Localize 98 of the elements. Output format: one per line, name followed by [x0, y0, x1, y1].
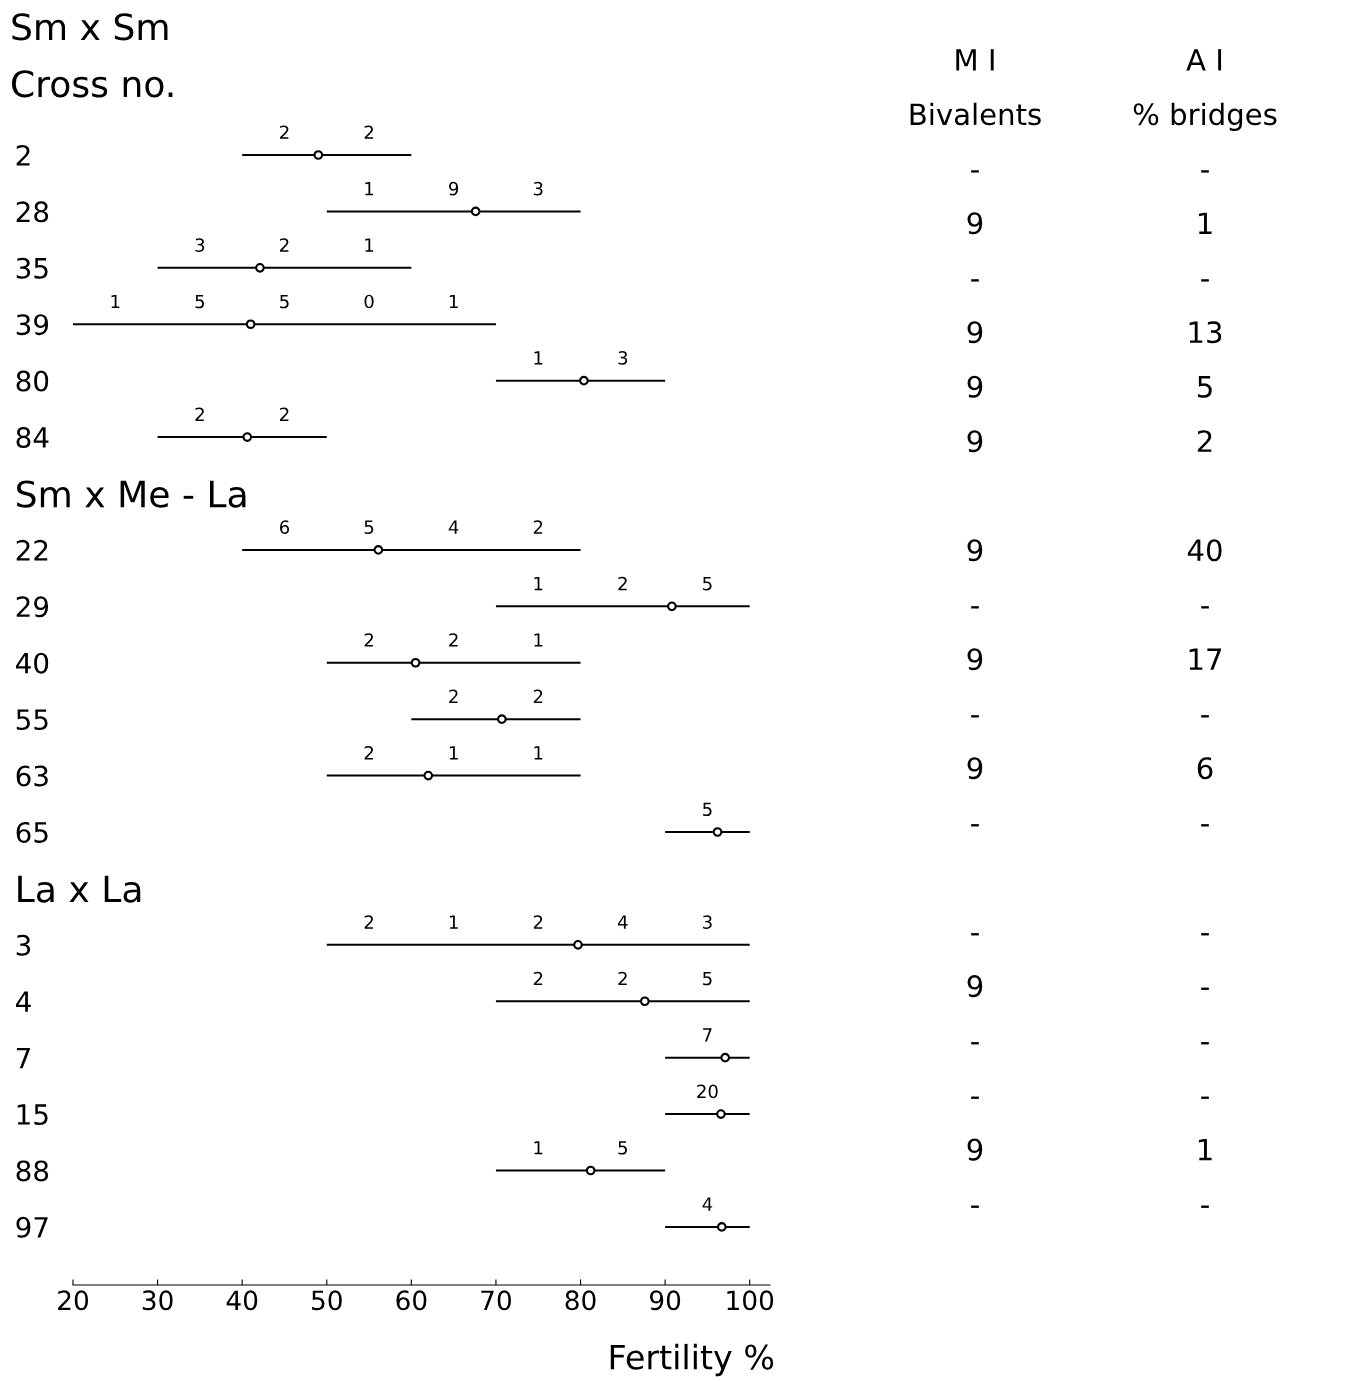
annotation: 4 — [448, 520, 459, 534]
point — [579, 375, 589, 386]
x-tick-label: 60 — [396, 1290, 427, 1311]
annotation: 4 — [617, 915, 628, 929]
point — [639, 996, 650, 1007]
annotation: 2 — [533, 689, 543, 703]
y-tick-label: 15 — [17, 1104, 48, 1126]
annotation: 1 — [365, 182, 374, 196]
y-tick-label: 3 — [16, 934, 31, 956]
annotation: 2 — [533, 520, 543, 534]
annotation: 3 — [533, 181, 543, 196]
annotation: 2 — [449, 689, 458, 703]
annotation: 1 — [449, 294, 458, 309]
chart-title: Sm x Sm — [12, 13, 168, 41]
annotation: 7 — [703, 1028, 712, 1042]
annotation: 5 — [703, 802, 712, 817]
annotation: 3 — [195, 238, 205, 252]
annotation: 2 — [364, 633, 373, 647]
point — [410, 657, 421, 668]
point — [712, 827, 723, 837]
annotation: 1 — [534, 576, 543, 591]
y-tick-label: 80 — [16, 370, 49, 392]
y-tick-label: 29 — [16, 596, 49, 618]
annotation: 0 — [364, 294, 374, 309]
annotation: 5 — [703, 971, 712, 986]
annotation: 5 — [703, 576, 712, 591]
y-tick-label: 40 — [16, 652, 49, 674]
y-tick-label: 4 — [16, 991, 31, 1012]
point — [667, 601, 677, 612]
annotation: 1 — [111, 294, 120, 309]
y-tick-label: 63 — [16, 765, 48, 787]
annotation: 4 — [702, 1197, 713, 1211]
annotation: 1 — [534, 633, 543, 647]
x-tick-label: 100 — [727, 1290, 774, 1311]
annotation: 2 — [618, 576, 627, 591]
annotation: 3 — [703, 915, 712, 929]
point — [716, 1222, 727, 1232]
annotation: 5 — [618, 1141, 627, 1155]
point — [313, 150, 324, 160]
annotation: 2 — [195, 407, 204, 421]
point — [585, 1165, 596, 1176]
y-tick-label: 84 — [16, 427, 49, 449]
point — [423, 770, 434, 781]
y-tick-label: 28 — [16, 201, 49, 223]
annotation: 1 — [534, 351, 543, 365]
point — [245, 319, 256, 330]
x-tick-label: 70 — [481, 1290, 511, 1311]
x-tick-label: 80 — [565, 1290, 596, 1311]
x-tick-label: 40 — [226, 1290, 258, 1311]
y-axis-title: Cross no. — [12, 70, 173, 98]
text: A I % bridges - 1 - 13 5 2 40 - 17 - 6 - - - - - 1 - — [1133, 49, 1277, 1208]
point — [497, 714, 507, 724]
x-tick-label: 20 — [58, 1290, 89, 1311]
annotation: 3 — [618, 351, 628, 365]
y-tick-label: 2 — [16, 144, 30, 166]
y-tick-label: 65 — [16, 821, 48, 843]
y-tick-label: 7 — [16, 1047, 30, 1069]
y-tick-label: La x La — [18, 875, 141, 903]
point — [373, 545, 384, 555]
y-tick-label: 22 — [16, 539, 48, 561]
x-tick-label: 50 — [312, 1290, 342, 1311]
annotation: 2 — [280, 238, 289, 252]
annotation: 1 — [365, 238, 374, 252]
y-tick-label: 55 — [16, 709, 48, 731]
annotation: 1 — [534, 746, 543, 760]
annotation: 6 — [279, 520, 290, 534]
annotation: 2 — [533, 915, 543, 929]
y-tick-label: 97 — [16, 1216, 48, 1238]
annotation: 2 — [618, 971, 627, 986]
y-tick-label: 39 — [16, 314, 49, 336]
point — [242, 432, 253, 442]
annotation: 20 — [697, 1084, 718, 1099]
annotation: 2 — [533, 971, 543, 986]
annotation: 2 — [280, 125, 289, 139]
point — [470, 206, 481, 217]
annotation: 2 — [449, 633, 458, 647]
annotation: 1 — [534, 1141, 543, 1155]
annotation: 2 — [280, 407, 289, 421]
text: M I Bivalents - 9 - 9 9 9 9 - 9 - 9 - - 9 - - 9 - — [910, 49, 1041, 1208]
annotation: 1 — [449, 746, 458, 760]
annotation: 9 — [449, 181, 459, 196]
point — [720, 1052, 731, 1063]
point — [255, 262, 265, 273]
annotation: 2 — [364, 125, 373, 139]
point — [573, 939, 583, 950]
annotation: 2 — [364, 745, 373, 760]
x-axis-title: Fertility % — [610, 1343, 774, 1377]
annotation: 5 — [364, 520, 374, 534]
x-tick-label: 90 — [649, 1290, 681, 1311]
annotation: 1 — [449, 915, 458, 929]
y-tick-label: 35 — [16, 257, 48, 279]
y-tick-label: Sm x Me - La — [17, 480, 246, 508]
point — [716, 1109, 726, 1119]
x-tick-label: 30 — [142, 1290, 173, 1311]
annotation: 5 — [195, 294, 205, 309]
annotation: 2 — [364, 915, 373, 929]
y-tick-label: 88 — [16, 1160, 49, 1182]
annotation: 5 — [280, 294, 289, 309]
